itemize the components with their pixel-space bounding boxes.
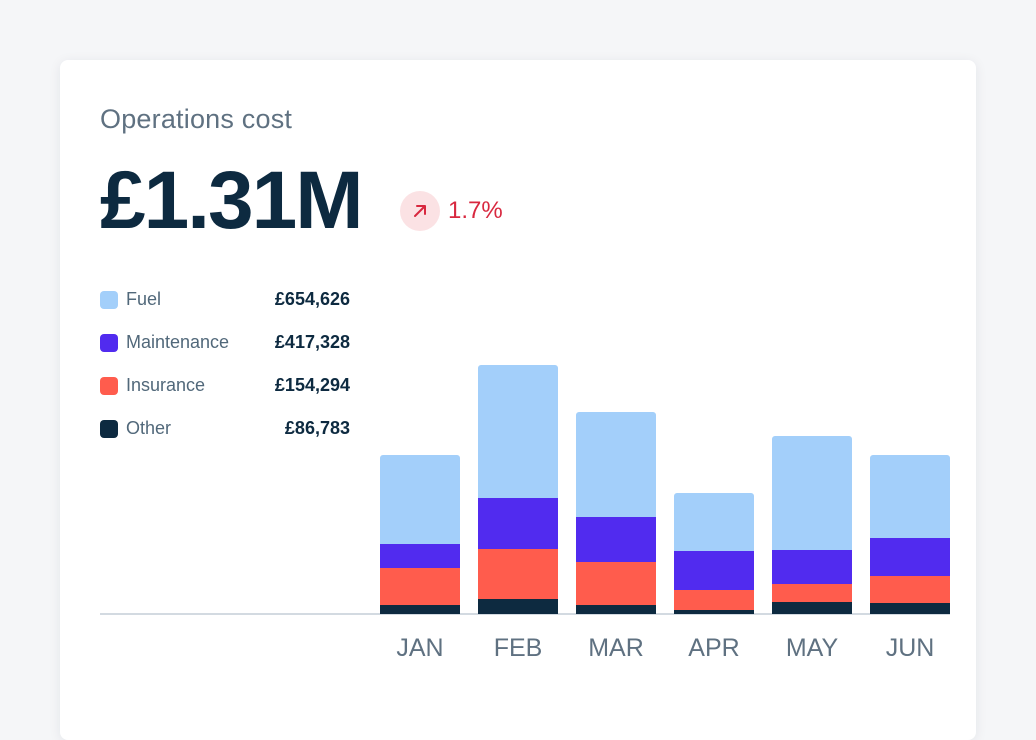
bar-segment-insurance-mar (576, 562, 656, 605)
bar-segment-fuel-jun (870, 455, 950, 538)
operations-cost-card: Operations cost £1.31M 1.7% Fuel £654,62… (60, 60, 976, 740)
x-tick-label: JUN (886, 634, 935, 662)
legend-label: Fuel (126, 289, 162, 309)
x-tick-label: APR (688, 634, 739, 662)
bar-segment-maintenance-feb (478, 498, 558, 549)
legend-swatch-maintenance (100, 333, 118, 352)
bar-segment-insurance-feb (478, 549, 558, 599)
bar-segment-insurance-jan (380, 568, 460, 605)
bar-jan (380, 455, 460, 614)
bar-mar (576, 412, 656, 614)
legend-item-maintenance: Maintenance £417,328 (100, 321, 352, 364)
bar-segment-maintenance-mar (576, 517, 656, 562)
bar-segment-maintenance-jun (870, 538, 950, 576)
bar-apr (674, 493, 754, 614)
legend-item-insurance: Insurance £154,294 (100, 364, 352, 407)
x-tick-label: MAR (588, 634, 644, 662)
bar-segment-other-apr (674, 610, 754, 614)
bar-segment-other-feb (478, 599, 558, 614)
bar-segment-other-may (772, 602, 852, 614)
change-percent: 1.7% (448, 197, 503, 224)
legend-swatch-other (100, 419, 118, 438)
legend-value: £86,783 (284, 418, 350, 438)
legend-value: £154,294 (274, 375, 350, 395)
bar-segment-fuel-mar (576, 412, 656, 517)
bar-segment-insurance-jun (870, 576, 950, 603)
bar-segment-other-jun (870, 603, 950, 614)
total-cost: £1.31M (100, 155, 364, 246)
bar-segment-other-jan (380, 605, 460, 614)
legend-label: Maintenance (126, 332, 230, 352)
bar-segment-insurance-apr (674, 590, 754, 610)
legend-item-other: Other £86,783 (100, 407, 352, 450)
bar-segment-maintenance-may (772, 550, 852, 584)
chart-legend: Fuel £654,626 Maintenance £417,328 Insur… (100, 278, 352, 450)
legend-label: Other (126, 418, 172, 438)
legend-label: Insurance (126, 375, 206, 395)
arrow-up-right-icon (400, 191, 440, 231)
bar-segment-insurance-may (772, 584, 852, 602)
stacked-bar-chart: JAN FEB MAR APR MAY JUN (100, 365, 950, 662)
bar-segment-other-mar (576, 605, 656, 614)
bar-segment-fuel-apr (674, 493, 754, 551)
x-tick-label: JAN (396, 634, 443, 662)
bar-may (772, 436, 852, 614)
change-indicator: 1.7% (400, 191, 503, 231)
legend-item-fuel: Fuel £654,626 (100, 278, 352, 321)
bar-feb (478, 365, 558, 614)
bar-jun (870, 455, 950, 614)
bar-segment-fuel-may (772, 436, 852, 550)
legend-swatch-insurance (100, 376, 118, 395)
x-tick-label: FEB (494, 634, 543, 662)
bar-segment-fuel-jan (380, 455, 460, 544)
card-title: Operations cost (100, 104, 293, 134)
legend-value: £654,626 (274, 289, 350, 309)
legend-swatch-fuel (100, 290, 118, 309)
bar-segment-maintenance-jan (380, 544, 460, 568)
x-tick-label: MAY (786, 634, 839, 662)
legend-value: £417,328 (274, 332, 350, 352)
bar-segment-fuel-feb (478, 365, 558, 498)
bar-segment-maintenance-apr (674, 551, 754, 590)
